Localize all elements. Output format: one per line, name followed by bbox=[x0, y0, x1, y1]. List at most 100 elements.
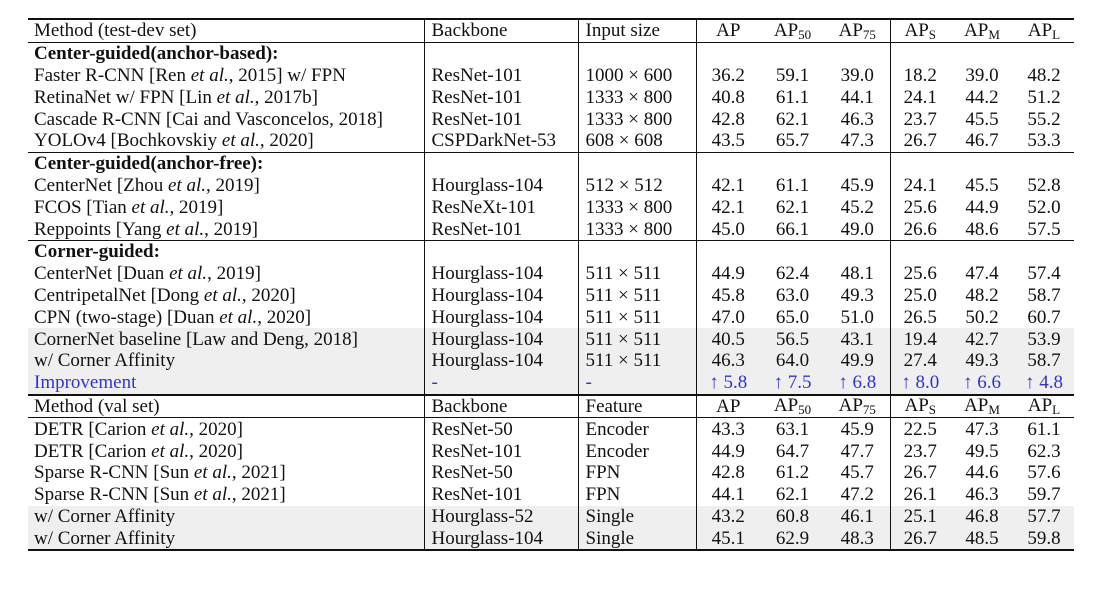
value-cell: 52.0 bbox=[1027, 196, 1061, 218]
improvement-value: ↑ 6.8 bbox=[825, 371, 890, 395]
input-size-cell: 511 × 511 bbox=[577, 284, 696, 307]
input-size-cell: 512 × 512 bbox=[577, 174, 696, 197]
input-size-cell: 608 × 608 bbox=[577, 129, 696, 153]
value-cell: 52.8 bbox=[1027, 174, 1061, 196]
value-cell: 45.9 bbox=[840, 174, 874, 196]
value-cell: 47.4 bbox=[965, 263, 999, 285]
value-cell: 39.0 bbox=[965, 64, 999, 86]
value-cell: 57.4 bbox=[1027, 263, 1061, 285]
corner-affinity-row: w/ Corner Affinity Hourglass-52 Single 4… bbox=[28, 505, 1074, 528]
value-cell: 44.9 bbox=[965, 196, 999, 218]
value-cell: 47.2 bbox=[840, 484, 874, 506]
value-cell: 27.4 bbox=[889, 349, 950, 372]
empty-cell bbox=[695, 239, 760, 263]
method-cell: Cascade R-CNN [Cai and Vasconcelos, 2018… bbox=[34, 108, 383, 130]
empty-cell bbox=[695, 151, 760, 175]
value-cell: 66.1 bbox=[775, 218, 810, 240]
value-cell: 62.1 bbox=[775, 196, 810, 218]
table-row: Reppoints [Yang et al., 2019] ResNet-101… bbox=[28, 218, 1074, 241]
backbone-cell: ResNet-101 bbox=[423, 108, 578, 130]
value-cell: 58.7 bbox=[1014, 349, 1074, 372]
empty-cell bbox=[760, 151, 825, 175]
header-apl: APL bbox=[1014, 393, 1074, 418]
input-size-cell: 1333 × 800 bbox=[577, 196, 696, 219]
input-size-cell: - bbox=[577, 371, 696, 395]
value-cell: 25.6 bbox=[889, 262, 950, 285]
table-row: Sparse R-CNN [Sun et al., 2021] ResNet-5… bbox=[28, 461, 1074, 484]
input-size-cell: 511 × 511 bbox=[577, 349, 696, 372]
method-cell: Sparse R-CNN [Sun et al., 2021] bbox=[34, 484, 286, 506]
value-cell: 64.0 bbox=[760, 349, 825, 372]
input-size-cell: 1000 × 600 bbox=[577, 64, 696, 87]
value-cell: 43.3 bbox=[695, 417, 760, 441]
backbone-cell: Hourglass-104 bbox=[423, 527, 578, 552]
header-input-size: Input size bbox=[577, 17, 696, 43]
value-cell: 63.0 bbox=[775, 284, 810, 306]
value-cell: 44.9 bbox=[695, 262, 760, 285]
value-cell: 48.6 bbox=[965, 218, 999, 240]
value-cell: 62.9 bbox=[760, 527, 825, 552]
value-cell: 26.5 bbox=[889, 306, 950, 329]
method-cell: CornerNet baseline [Law and Deng, 2018] bbox=[28, 328, 424, 350]
table-row: Sparse R-CNN [Sun et al., 2021] ResNet-1… bbox=[28, 483, 1074, 506]
empty-cell bbox=[760, 239, 825, 263]
improvement-value: ↑ 8.0 bbox=[889, 371, 950, 395]
value-cell: 44.2 bbox=[965, 86, 999, 108]
empty-cell bbox=[889, 239, 950, 263]
backbone-cell: Hourglass-104 bbox=[423, 262, 578, 285]
value-cell: 49.0 bbox=[840, 218, 874, 240]
group-title-row: Center-guided(anchor-free): bbox=[28, 151, 1074, 175]
backbone-cell: Hourglass-104 bbox=[423, 174, 578, 197]
results-table: Method (test-dev set) Backbone Input siz… bbox=[28, 17, 1074, 552]
empty-cell bbox=[1014, 239, 1074, 263]
value-cell: 42.8 bbox=[695, 108, 760, 130]
feature-cell: Encoder bbox=[577, 440, 696, 462]
value-cell: 45.2 bbox=[840, 196, 874, 218]
method-cell: YOLOv4 [Bochkovskiy et al., 2020] bbox=[34, 130, 314, 152]
value-cell: 45.5 bbox=[965, 174, 999, 196]
value-cell: 26.7 bbox=[889, 461, 950, 484]
value-cell: 44.1 bbox=[840, 86, 874, 108]
empty-cell bbox=[950, 239, 1014, 263]
value-cell: 40.8 bbox=[695, 86, 760, 109]
value-cell: 40.5 bbox=[695, 328, 760, 350]
value-cell: 61.1 bbox=[775, 86, 810, 108]
header-method: Method (val set) bbox=[28, 393, 424, 418]
value-cell: 43.2 bbox=[695, 505, 760, 528]
value-cell: 59.8 bbox=[1014, 527, 1074, 552]
value-cell: 55.2 bbox=[1027, 108, 1061, 130]
table-row: CentripetalNet [Dong et al., 2020] Hourg… bbox=[28, 284, 1074, 307]
value-cell: 46.3 bbox=[965, 484, 999, 506]
backbone-cell: ResNet-101 bbox=[423, 218, 578, 241]
value-cell: 57.7 bbox=[1014, 505, 1074, 528]
method-cell: w/ Corner Affinity bbox=[28, 527, 424, 552]
method-cell: CentripetalNet [Dong et al., 2020] bbox=[34, 284, 296, 306]
value-cell: 45.1 bbox=[695, 527, 760, 552]
empty-cell bbox=[950, 151, 1014, 175]
group-title: Corner-guided: bbox=[28, 239, 424, 263]
header-ap50: AP50 bbox=[760, 17, 825, 43]
table-row: CPN (two-stage) [Duan et al., 2020] Hour… bbox=[28, 306, 1074, 329]
value-cell: 61.1 bbox=[1014, 417, 1074, 441]
table-row: DETR [Carion et al., 2020] ResNet-50 Enc… bbox=[28, 417, 1074, 441]
group-title-row: Corner-guided: bbox=[28, 239, 1074, 263]
value-cell: 65.7 bbox=[775, 130, 810, 152]
value-cell: 60.8 bbox=[760, 505, 825, 528]
value-cell: 62.1 bbox=[775, 108, 810, 130]
value-cell: 48.1 bbox=[840, 263, 874, 285]
value-cell: 45.0 bbox=[695, 218, 760, 241]
value-cell: 46.3 bbox=[695, 349, 760, 372]
header-row-test: Method (test-dev set) Backbone Input siz… bbox=[28, 17, 1074, 43]
input-size-cell: 1333 × 800 bbox=[577, 218, 696, 241]
value-cell: 48.2 bbox=[1027, 64, 1061, 86]
method-cell: w/ Corner Affinity bbox=[28, 349, 424, 372]
value-cell: 49.3 bbox=[950, 349, 1014, 372]
value-cell: 47.0 bbox=[695, 306, 760, 329]
improvement-value: ↑ 4.8 bbox=[1014, 371, 1074, 395]
input-size-cell: 1333 × 800 bbox=[577, 108, 696, 130]
backbone-cell: Hourglass-104 bbox=[423, 306, 578, 329]
method-cell: RetinaNet w/ FPN [Lin et al., 2017b] bbox=[34, 86, 318, 108]
empty-cell bbox=[950, 41, 1014, 65]
value-cell: 42.1 bbox=[695, 196, 760, 219]
method-cell: FCOS [Tian et al., 2019] bbox=[34, 196, 224, 218]
